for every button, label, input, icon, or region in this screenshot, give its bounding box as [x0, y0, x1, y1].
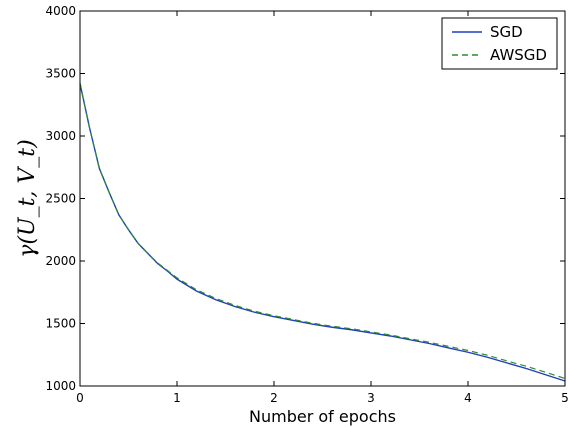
legend: SGD AWSGD — [441, 17, 558, 70]
series-line-awsgd — [79, 83, 566, 380]
legend-box — [441, 17, 558, 70]
x-axis-label: Number of epochs — [249, 407, 396, 426]
x-tick-label: 0 — [76, 391, 84, 405]
y-tick-label: 3500 — [45, 67, 76, 81]
x-tick-label: 2 — [270, 391, 278, 405]
y-axis-label: γ(U_t, V_t) — [15, 139, 40, 257]
x-tick-label: 3 — [367, 391, 375, 405]
y-tick-label: 2000 — [45, 254, 76, 268]
y-tick-label: 3000 — [45, 129, 76, 143]
y-tick-label: 1500 — [45, 317, 76, 331]
series-line-sgd — [79, 83, 566, 382]
y-tick-label: 2500 — [45, 192, 76, 206]
plot-frame — [79, 10, 566, 387]
x-tick-label: 4 — [464, 391, 472, 405]
x-tick-label: 1 — [173, 391, 181, 405]
y-tick-label: 4000 — [45, 4, 76, 18]
series-layer — [79, 83, 566, 382]
y-tick-label: 1000 — [45, 379, 76, 393]
x-axis: 0 1 2 3 4 5 — [76, 11, 569, 405]
x-tick-label: 5 — [561, 391, 569, 405]
legend-label-sgd: SGD — [490, 23, 523, 41]
legend-label-awsgd: AWSGD — [490, 46, 547, 64]
